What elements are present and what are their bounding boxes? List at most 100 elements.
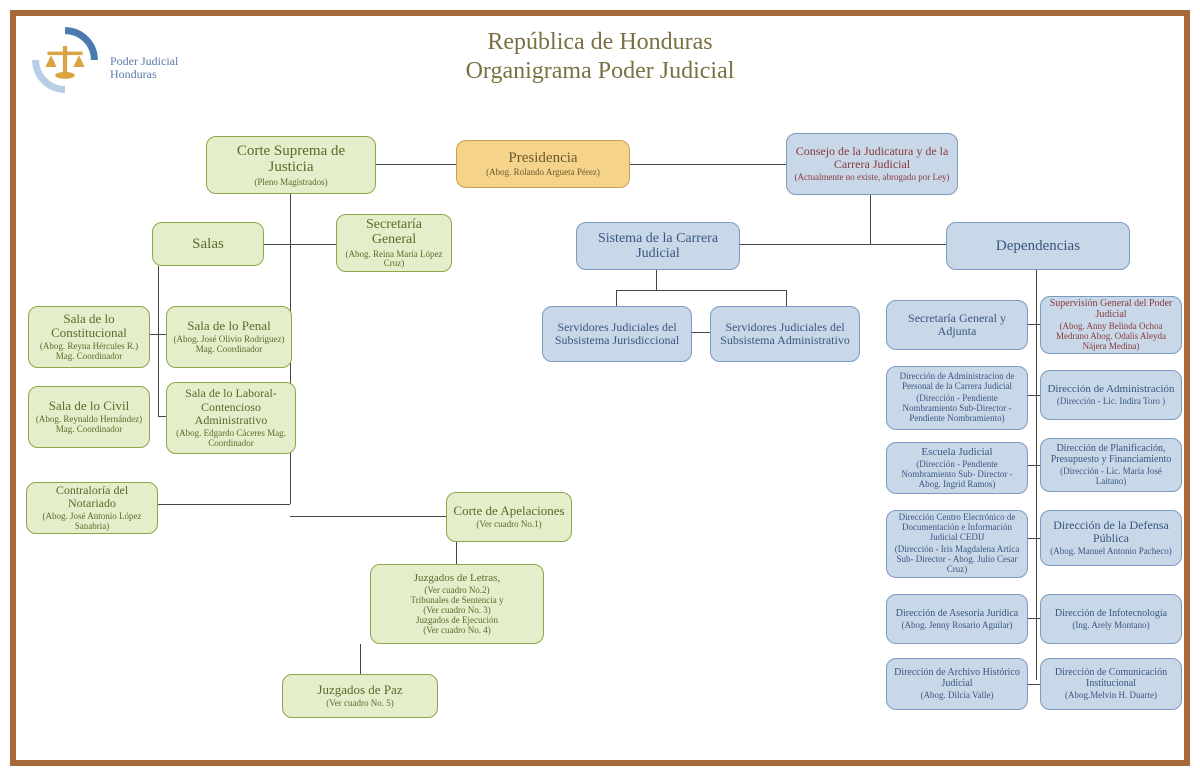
org-box-contraloria: Contraloría del Notariado(Abog. José Ant…	[26, 482, 158, 534]
connector	[786, 290, 787, 306]
box-subtitle: (Dirección - Iris Magdalena Artica Sub- …	[893, 545, 1021, 575]
connector	[150, 334, 166, 335]
box-subtitle: (Abog.Melvin H. Duarte)	[1065, 691, 1157, 701]
org-box-sistema_carrera: Sistema de la Carrera Judicial	[576, 222, 740, 270]
box-subtitle: (Abog. Dilcia Valle)	[920, 691, 993, 701]
connector	[740, 244, 946, 245]
box-title: Contraloría del Notariado	[33, 484, 151, 510]
box-title: Sala de lo Laboral-Contencioso Administr…	[173, 387, 289, 427]
org-box-dep_sga: Secretaría General y Adjunta	[886, 300, 1028, 350]
org-box-servidores_juris: Servidores Judiciales del Subsistema Jur…	[542, 306, 692, 362]
box-subtitle: (Ver cuadro No.1)	[476, 520, 541, 530]
org-box-servidores_admin: Servidores Judiciales del Subsistema Adm…	[710, 306, 860, 362]
org-box-salas: Salas	[152, 222, 264, 266]
connector	[630, 164, 786, 165]
org-box-dep_comunic: Dirección de Comunicación Institucional (…	[1040, 658, 1182, 710]
box-title: Dirección de Comunicación Institucional	[1047, 667, 1175, 689]
box-subtitle: (Abog. José Olivio Rodríguez) Mag. Coord…	[173, 335, 285, 355]
box-title: Juzgados de Paz	[317, 683, 402, 697]
page-title: República de Honduras Organigrama Poder …	[0, 28, 1200, 86]
box-subtitle: (Dirección - Pendiente Nombramiento Sub-…	[893, 394, 1021, 424]
box-subtitle: (Dirección - Pendiente Nombramiento Sub-…	[893, 460, 1021, 490]
org-box-dep_sup: Supervisión General del Poder Judicial(A…	[1040, 296, 1182, 354]
org-box-dep_planif: Dirección de Planificación, Presupuesto …	[1040, 438, 1182, 492]
box-subtitle: (Abog. Jenny Rosario Aguilar)	[902, 621, 1013, 631]
org-box-sala_civil: Sala de lo Civil (Abog. Reynaldo Hernánde…	[28, 386, 150, 448]
box-subtitle: (Abog. Manuel Antonio Pacheco)	[1050, 547, 1171, 557]
box-title: Corte Suprema de Justicia	[213, 143, 369, 176]
connector	[656, 270, 657, 290]
connector	[158, 266, 159, 416]
org-box-dep_infotec: Dirección de Infotecnología (Ing. Arely M…	[1040, 594, 1182, 644]
box-title: Consejo de la Judicatura y de la Carrera…	[793, 145, 951, 171]
box-title: Dirección de Administracion de Personal …	[893, 372, 1021, 392]
box-subtitle: (Dirección - Lic. María José Laitano)	[1047, 467, 1175, 487]
connector	[158, 504, 290, 505]
connector	[870, 195, 871, 244]
box-title: Dirección de la Defensa Pública	[1047, 519, 1175, 545]
title-line-2: Organigrama Poder Judicial	[0, 57, 1200, 86]
box-subtitle: (Dirección - Lic. Indira Toro )	[1057, 397, 1165, 407]
box-subtitle: (Pleno Magistrados)	[254, 178, 327, 188]
box-title: Dirección de Administración	[1047, 383, 1174, 395]
org-box-corte_suprema: Corte Suprema de Justicia (Pleno Magistra…	[206, 136, 376, 194]
box-title: Presidencia	[508, 150, 577, 167]
box-subtitle: (Ver cuadro No. 5)	[326, 699, 393, 709]
box-title: Supervisión General del Poder Judicial	[1047, 298, 1175, 320]
title-line-1: República de Honduras	[0, 28, 1200, 57]
connector	[616, 290, 786, 291]
box-title: Escuela Judicial	[921, 446, 992, 458]
org-box-sala_laboral: Sala de lo Laboral-Contencioso Administr…	[166, 382, 296, 454]
box-title: Secretaría General y Adjunta	[893, 312, 1021, 338]
connector	[158, 416, 166, 417]
box-title: Dirección de Asesoría Jurídica	[896, 608, 1018, 619]
org-box-secretaria_gen: Secretaría General(Abog. Reina María Lóp…	[336, 214, 452, 272]
box-subtitle: (Abog. Anny Belinda Ochoa Medrano Abog. …	[1047, 322, 1175, 352]
box-subtitle: (Actualmente no existe, abrogado por Ley…	[795, 173, 950, 183]
box-subtitle: (Abog. Edgardo Cáceres Mag. Coordinador	[173, 429, 289, 449]
box-title: Secretaría General	[343, 217, 445, 248]
box-title: Dirección de Infotecnología	[1055, 608, 1167, 619]
org-box-dep_defensa: Dirección de la Defensa Pública (Abog. Ma…	[1040, 510, 1182, 566]
connector	[360, 644, 361, 674]
connector	[692, 332, 712, 333]
org-box-consejo: Consejo de la Judicatura y de la Carrera…	[786, 133, 958, 195]
box-title: Sistema de la Carrera Judicial	[583, 231, 733, 262]
org-box-juzgados_letras: Juzgados de Letras, (Ver cuadro No.2) Tri…	[370, 564, 544, 644]
org-box-dep_asesoria: Dirección de Asesoría Jurídica (Abog. Jen…	[886, 594, 1028, 644]
box-subtitle: (Ing. Arely Montano)	[1072, 621, 1149, 631]
org-box-dep_archivo: Dirección de Archivo Histórico Judicial (…	[886, 658, 1028, 710]
org-box-sala_const: Sala de lo Constitucional(Abog. Reyna Hé…	[28, 306, 150, 368]
connector	[290, 516, 446, 517]
box-subtitle: (Abog. Reyna Hércules R.) Mag. Coordinad…	[35, 342, 143, 362]
org-box-dep_cedij: Dirección Centro Electrónico de Document…	[886, 510, 1028, 578]
org-box-dep_admin: Dirección de Administración (Dirección - …	[1040, 370, 1182, 420]
org-box-sala_penal: Sala de lo Penal (Abog. José Olivio Rodrí…	[166, 306, 292, 368]
connector	[616, 290, 617, 306]
box-subtitle: (Abog. Rolando Argueta Pérez)	[486, 168, 600, 178]
org-box-presidencia: Presidencia(Abog. Rolando Argueta Pérez)	[456, 140, 630, 188]
box-title: Juzgados de Letras,	[414, 572, 500, 584]
box-title: Servidores Judiciales del Subsistema Adm…	[717, 321, 853, 347]
box-title: Dependencias	[996, 238, 1080, 255]
org-box-dep_escuela: Escuela Judicial (Dirección - Pendiente N…	[886, 442, 1028, 494]
box-title: Dirección de Archivo Histórico Judicial	[893, 667, 1021, 689]
org-box-juzgados_paz: Juzgados de Paz (Ver cuadro No. 5)	[282, 674, 438, 718]
connector	[456, 542, 457, 564]
org-box-corte_apel: Corte de Apelaciones (Ver cuadro No.1)	[446, 492, 572, 542]
box-title: Servidores Judiciales del Subsistema Jur…	[549, 321, 685, 347]
connector	[376, 164, 456, 165]
org-box-dep_admin_pers: Dirección de Administracion de Personal …	[886, 366, 1028, 430]
box-title: Corte de Apelaciones	[453, 504, 564, 518]
box-subtitle: (Abog. Reina María López Cruz)	[343, 250, 445, 270]
box-title: Dirección Centro Electrónico de Document…	[893, 513, 1021, 543]
box-title: Salas	[192, 236, 224, 253]
box-title: Sala de lo Civil	[49, 399, 130, 413]
box-title: Sala de lo Penal	[187, 319, 270, 333]
box-subtitle: (Abog. José Antonio López Sanabria)	[33, 512, 151, 532]
box-title: Dirección de Planificación, Presupuesto …	[1047, 443, 1175, 465]
box-subtitle: (Ver cuadro No.2) Tribunales de Sentenci…	[411, 586, 504, 635]
box-subtitle: (Abog. Reynaldo Hernández) Mag. Coordina…	[35, 415, 143, 435]
connector	[264, 244, 336, 245]
org-box-dependencias: Dependencias	[946, 222, 1130, 270]
